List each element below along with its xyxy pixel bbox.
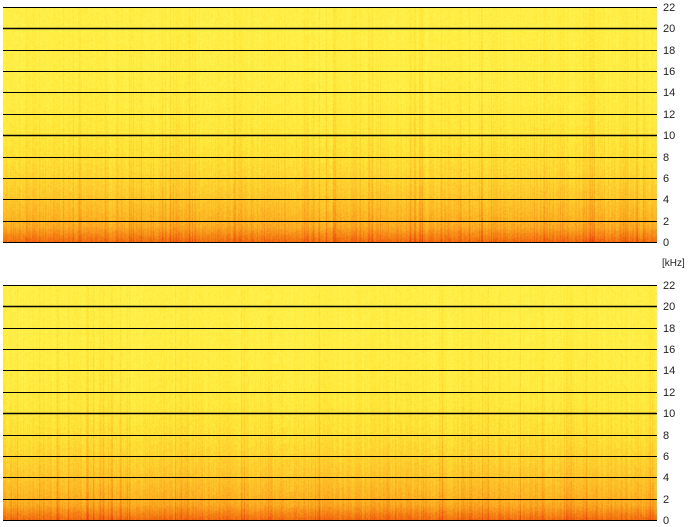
- tick-label-2: 2: [663, 215, 670, 228]
- tick-label-18: 18: [663, 44, 676, 57]
- tick-label-14: 14: [663, 364, 676, 377]
- tick-label-8: 8: [663, 429, 670, 442]
- tick-label-16: 16: [663, 65, 676, 78]
- tick-label-0: 0: [663, 236, 670, 249]
- tick-label-6: 6: [663, 172, 670, 185]
- frequency-axis-channel-2: 22 20 18 16 14 12 10 8 6 4 2 0: [657, 280, 690, 527]
- spectrogram-image-channel-2: [3, 285, 657, 521]
- tick-label-4: 4: [663, 471, 670, 484]
- gridlines-channel-2: [3, 285, 657, 521]
- tick-label-20: 20: [663, 22, 676, 35]
- tick-label-12: 12: [663, 108, 676, 121]
- tick-label-16: 16: [663, 343, 676, 356]
- spectrogram-channel-2[interactable]: [3, 285, 657, 521]
- tick-label-6: 6: [663, 450, 670, 463]
- gridlines-channel-1: [3, 7, 657, 243]
- tick-label-14: 14: [663, 86, 676, 99]
- tick-label-22: 22: [663, 279, 676, 292]
- frequency-unit-label: [kHz]: [662, 258, 685, 269]
- tick-label-22: 22: [663, 1, 676, 14]
- tick-label-4: 4: [663, 193, 670, 206]
- tick-label-18: 18: [663, 322, 676, 335]
- frequency-axis-channel-1: 22 20 18 16 14 12 10 8 6 4 2 0: [657, 2, 690, 249]
- tick-label-2: 2: [663, 493, 670, 506]
- tick-label-8: 8: [663, 151, 670, 164]
- spectrogram-image-channel-1: [3, 7, 657, 243]
- tick-label-10: 10: [663, 407, 676, 420]
- tick-label-10: 10: [663, 129, 676, 142]
- tick-label-0: 0: [663, 514, 670, 527]
- spectrogram-channel-1[interactable]: [3, 7, 657, 243]
- tick-label-20: 20: [663, 300, 676, 313]
- tick-label-12: 12: [663, 386, 676, 399]
